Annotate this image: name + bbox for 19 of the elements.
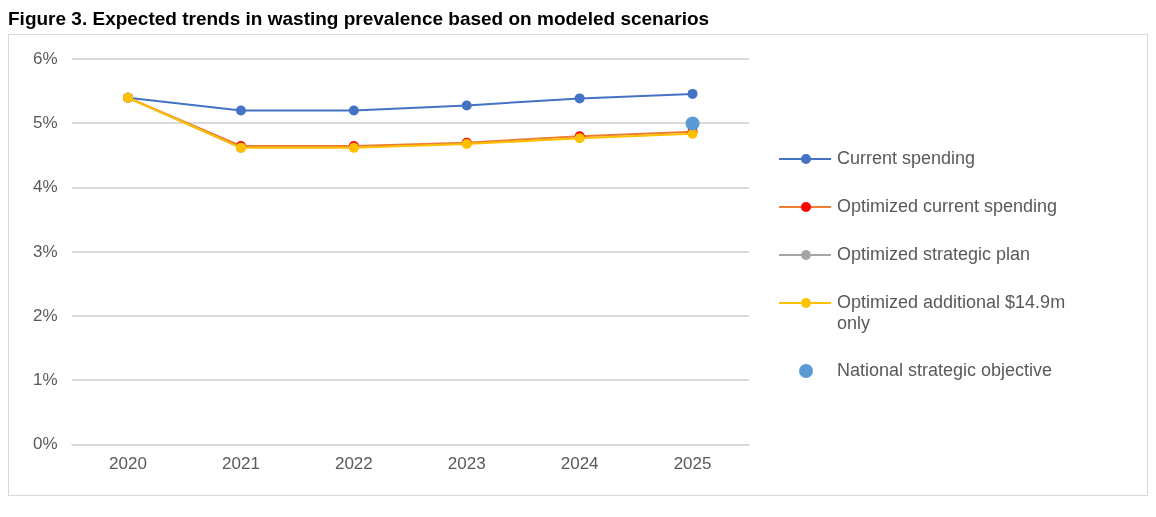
y-tick-label: 2%: [32, 305, 58, 325]
x-tick-label: 2024: [560, 454, 599, 474]
chart-title: Figure 3. Expected trends in wasting prevalence based on modeled scenarios: [8, 8, 711, 30]
legend-label: Optimized current spending: [837, 196, 1058, 217]
legend-label: Optimized strategic plan: [837, 244, 1031, 265]
x-tick-label: 2025: [673, 454, 712, 474]
legend-label: National strategic objective: [837, 360, 1053, 381]
legend-label: Optimized additional $14.9m only: [837, 292, 1067, 334]
y-tick-label: 5%: [32, 113, 58, 133]
y-tick-label: 0%: [32, 434, 58, 454]
y-tick-label: 1%: [32, 370, 58, 390]
x-tick-label: 2022: [334, 454, 373, 474]
x-tick-label: 2020: [109, 454, 147, 474]
x-tick-label: 2021: [222, 454, 260, 474]
legend-label: Current spending: [837, 148, 976, 169]
x-tick-label: 2023: [447, 454, 486, 474]
y-tick-label: 6%: [32, 48, 58, 68]
y-tick-label: 3%: [32, 241, 58, 261]
y-tick-label: 4%: [32, 177, 58, 197]
